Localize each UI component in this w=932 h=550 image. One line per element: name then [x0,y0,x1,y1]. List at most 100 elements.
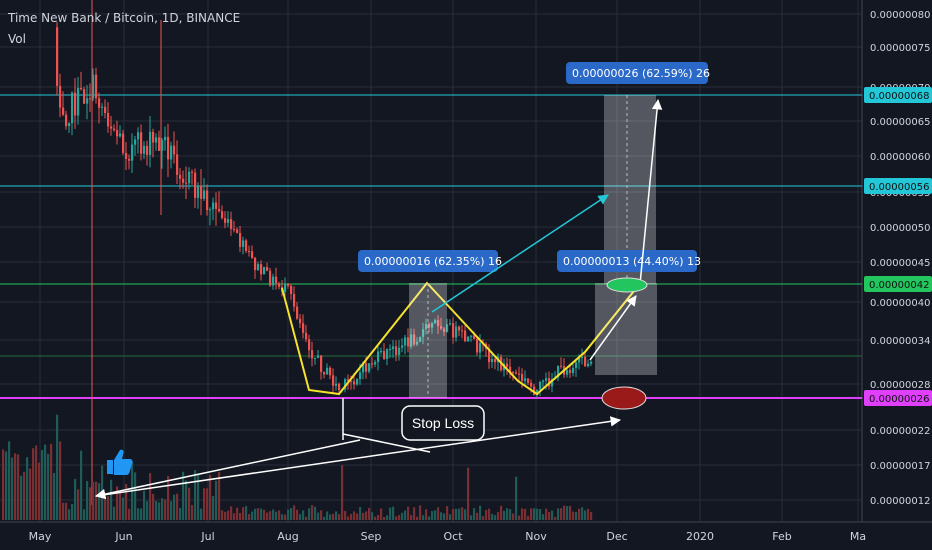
trend-arrow [95,416,622,497]
candle-body [254,257,257,271]
candle-body [167,136,170,160]
candle-body [89,98,92,100]
candle-body [239,232,242,247]
volume-bar [188,487,191,520]
candle-body [236,229,239,233]
thumbs-up-icon [107,449,133,475]
price-label: 0.00000042 [869,280,929,291]
price-label-bg [864,178,932,194]
candle-body [476,339,479,353]
volume-bar [371,512,374,520]
candle-body [266,267,269,271]
volume-bar [413,507,416,520]
candle-body [590,361,593,364]
candle-body [284,283,287,292]
candle-body [101,106,104,108]
candle-body [59,85,62,108]
volume-bar [320,510,323,520]
volume-bar [32,448,35,520]
candle-body [185,182,188,184]
volume-bar [59,441,62,520]
volume-bar [194,470,197,520]
volume-bar [209,474,212,520]
candle-body [467,336,470,342]
volume-bar [287,509,290,520]
measure-label-bg [557,250,697,272]
candle-body [182,178,185,183]
candle-body [419,336,422,342]
volume-bar [443,513,446,520]
candle-body [263,267,266,275]
volume-bar [548,511,551,520]
volume-bar [119,491,122,520]
candle-body [134,139,137,145]
candle-body [80,87,83,90]
candle-body [68,123,71,127]
candle-body [452,323,455,338]
price-axis-tick-label: 0.00000050 [870,223,930,234]
volume-bar [383,516,386,520]
time-axis-tick-label: Oct [443,530,463,543]
volume-bar [380,508,383,520]
volume-bar [569,505,572,520]
volume-bar [251,511,254,520]
candle-body [86,98,89,104]
candle-body [290,285,293,295]
candle-body [569,370,572,373]
volume-bar [221,510,224,520]
candle-body [248,251,251,253]
volume-bar [530,508,533,520]
volume-bar [134,472,137,520]
volume-bar [392,506,395,520]
volume-bar [167,475,170,520]
price-axis-tick-label: 0.00000080 [870,10,930,21]
volume-bar [170,501,173,520]
volume-bar [77,489,80,520]
price-label-bg [864,87,932,103]
pattern-zigzag [281,281,639,396]
price-label-bg [864,276,932,292]
volume-bar [56,414,59,520]
candle-body [413,334,416,345]
candle-body [359,372,362,380]
candle-body [344,379,347,390]
volume-bar [89,487,92,520]
volume-bar [98,483,101,520]
candle-body [545,378,548,381]
candle-body [251,251,254,258]
volume-bar [71,504,74,520]
candle-body [422,329,425,337]
candle-body [440,326,443,329]
projection-arrow [431,194,609,313]
candle-body [98,98,101,108]
volume-bar [311,505,314,520]
volume-bar [68,509,71,520]
volume-bar [47,453,50,520]
candle-body [119,133,122,137]
volume-bar [86,481,89,520]
candle-body [521,374,524,381]
candle-body [407,337,410,347]
candle-body [323,371,326,375]
volume-bar [101,465,104,520]
volume-bar [485,509,488,520]
volume-bar [323,516,326,520]
candle-body [488,348,491,363]
volume-bar [536,508,539,520]
candle-body [161,140,164,151]
volume-bar [422,515,425,520]
volume-bar [23,471,26,520]
candle-body [473,335,476,340]
volume-bar [446,506,449,520]
candle-body [338,383,341,390]
volume-bar [104,496,107,520]
candle-body [221,211,224,219]
price-axis-tick-label: 0.00000075 [870,43,930,54]
volume-bar [566,506,569,520]
volume-bar [407,506,410,520]
volume-bar [155,500,158,520]
volume-bar [584,510,587,520]
candle-body [356,379,359,385]
candle-body [518,373,521,375]
volume-bar [467,467,470,520]
